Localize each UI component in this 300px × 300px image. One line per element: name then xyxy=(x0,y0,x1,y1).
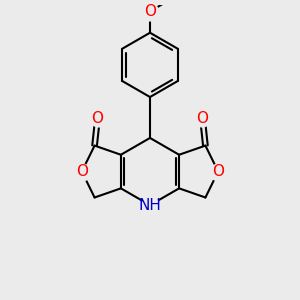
Text: O: O xyxy=(212,164,224,179)
Text: O: O xyxy=(196,111,208,126)
Text: O: O xyxy=(76,164,88,179)
Text: NH: NH xyxy=(139,198,161,213)
Text: O: O xyxy=(144,4,156,19)
Text: O: O xyxy=(92,111,104,126)
